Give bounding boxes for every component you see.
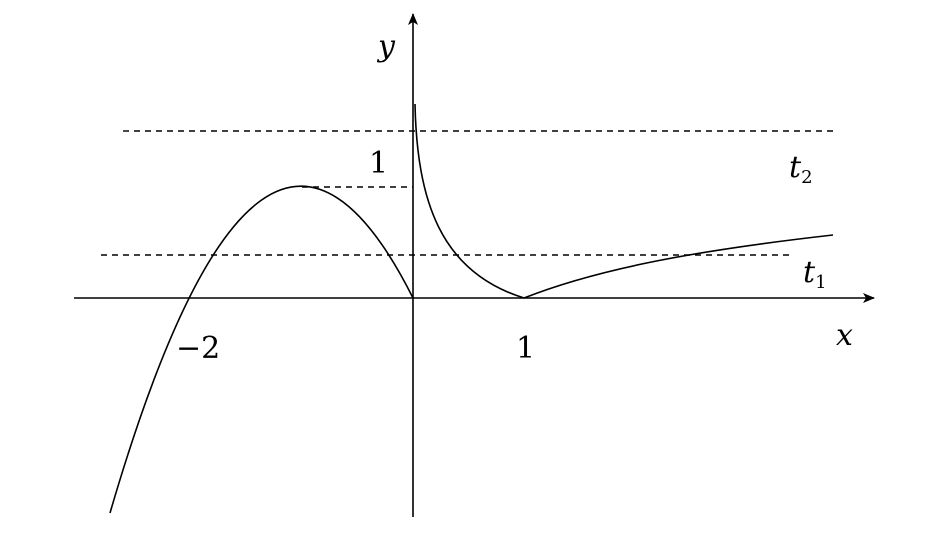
parabola-branch	[109, 185, 414, 514]
x-tick-one: 1	[516, 331, 535, 366]
t2-label-main: t	[789, 150, 802, 185]
y-tick-one: 1	[369, 146, 388, 181]
t1-label-main: t	[803, 255, 816, 290]
x-tick-neg-two: −2	[176, 331, 220, 366]
decreasing-branch	[414, 103, 525, 299]
t1-label: t1	[803, 255, 827, 293]
increasing-branch	[523, 234, 834, 299]
t2-label: t2	[789, 150, 813, 188]
x-axis-label: x	[836, 318, 853, 353]
y-axis-label: y	[376, 29, 396, 64]
t2-label-sub: 2	[801, 167, 812, 188]
t1-label-sub: 1	[815, 272, 826, 293]
